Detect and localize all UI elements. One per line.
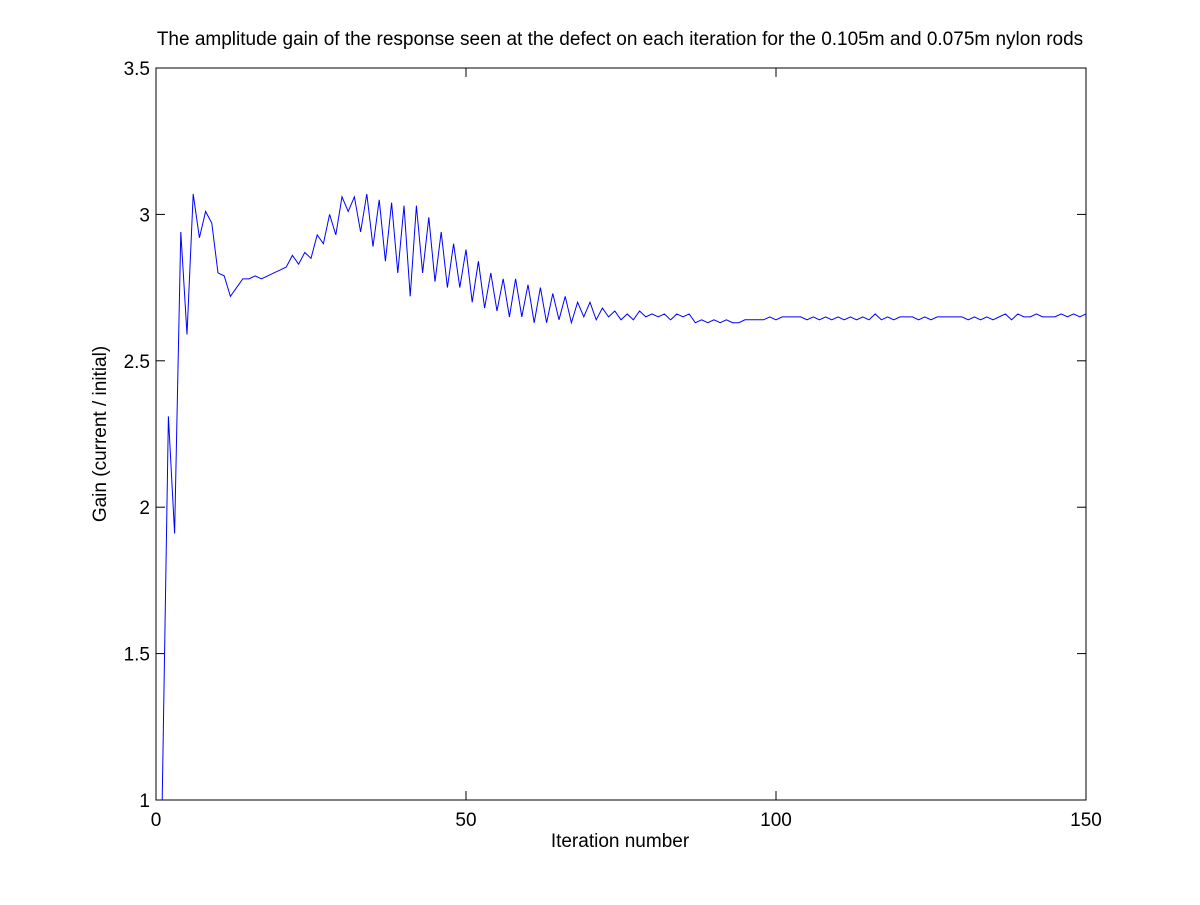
x-tick-label: 100 xyxy=(760,810,792,831)
y-tick-label: 2 xyxy=(139,498,150,519)
y-tick-label: 1.5 xyxy=(124,645,150,666)
plot-area xyxy=(155,67,1087,801)
x-tick-label: 50 xyxy=(455,810,476,831)
x-tick-label: 0 xyxy=(151,810,162,831)
x-tick-label: 150 xyxy=(1070,810,1102,831)
x-axis-label: Iteration number xyxy=(551,831,690,852)
y-tick-label: 3.5 xyxy=(124,59,150,80)
y-tick-label: 3 xyxy=(139,205,150,226)
chart-title: The amplitude gain of the response seen … xyxy=(157,29,1083,50)
data-line xyxy=(161,193,1087,801)
y-tick-label: 1 xyxy=(139,791,150,812)
y-axis-label: Gain (current / initial) xyxy=(90,346,111,522)
y-tick-label: 2.5 xyxy=(124,352,150,373)
